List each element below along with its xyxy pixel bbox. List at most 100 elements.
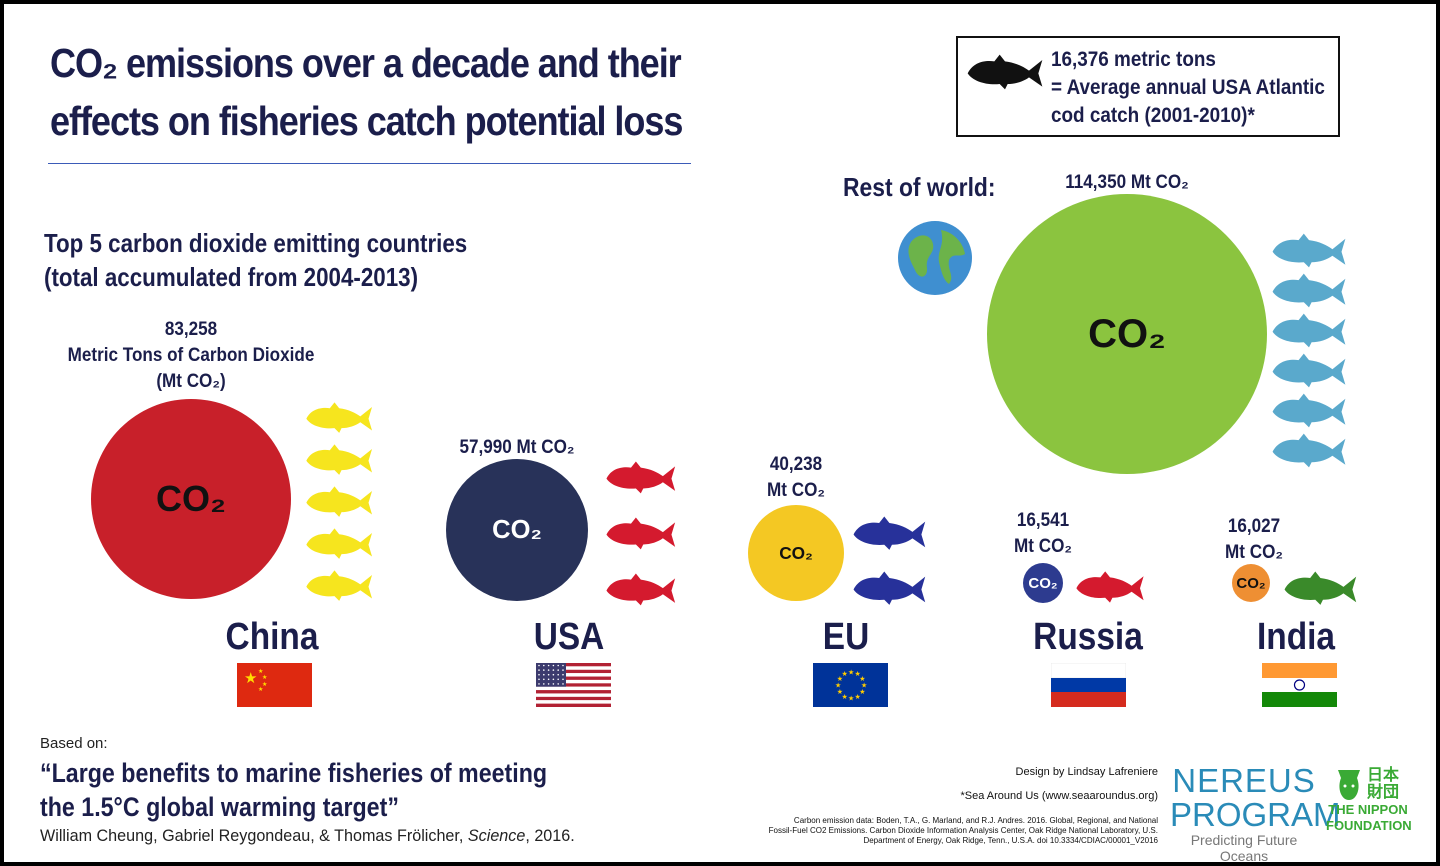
rest-of-world-circle: CO₂ — [987, 194, 1267, 474]
country-china: China — [225, 616, 319, 658]
russia-unit: Mt CO₂ — [1014, 536, 1072, 557]
rest-of-world-fish-icon — [1270, 231, 1348, 270]
russia-flag-icon — [1051, 663, 1126, 707]
svg-text:★: ★ — [861, 682, 867, 690]
subtitle-line-1: Top 5 carbon dioxide emitting countries — [44, 228, 468, 258]
svg-text:★: ★ — [258, 686, 263, 693]
nereus-tagline: Predicting Future Oceans — [1190, 832, 1298, 862]
eu-fish-icon — [851, 569, 928, 607]
svg-text:★: ★ — [258, 668, 263, 675]
legend-line-2: = Average annual USA Atlantic — [1051, 76, 1325, 99]
eu-fish-icon — [851, 514, 928, 552]
source-line-2: Fossil-Fuel CO2 Emissions. Carbon Dioxid… — [768, 826, 1158, 835]
usa-circle: CO₂ — [446, 459, 588, 601]
svg-text:★: ★ — [262, 681, 267, 688]
fish-icon — [964, 52, 1046, 92]
china-flag-icon: ★ ★★ ★★ — [237, 663, 312, 707]
india-value: 16,027 Mt CO₂ — [1225, 514, 1283, 566]
svg-text:★: ★ — [859, 675, 865, 683]
country-russia: Russia — [1033, 616, 1143, 658]
nereus-text: NEREUS — [1172, 762, 1316, 799]
rest-of-world-label: Rest of world: — [843, 172, 996, 202]
nippon-text-2: FOUNDATION — [1326, 818, 1412, 833]
india-fish-icon — [1282, 569, 1359, 607]
title-line-2: effects on fisheries catch potential los… — [50, 98, 683, 144]
based-on: Based on: — [40, 735, 108, 752]
svg-text:★: ★ — [842, 693, 848, 701]
paper-title: “Large benefits to marine fisheries of m… — [40, 756, 547, 824]
legend-line-1: 16,376 metric tons — [1051, 48, 1216, 71]
data-source: Carbon emission data: Boden, T.A., G. Ma… — [769, 816, 1158, 846]
svg-text:★: ★ — [848, 695, 854, 703]
paper-title-line-1: “Large benefits to marine fisheries of m… — [40, 758, 548, 788]
co2-label: CO₂ — [1088, 311, 1166, 356]
china-fish-icon — [304, 526, 374, 561]
divider — [48, 163, 691, 164]
title-line-1: CO₂ emissions over a decade and their — [50, 40, 682, 86]
co2-label: CO₂ — [492, 515, 542, 544]
co2-label: CO₂ — [1028, 574, 1058, 592]
rest-of-world-fish-icon — [1270, 391, 1348, 430]
svg-text:★: ★ — [835, 682, 841, 690]
paper-authors: William Cheung, Gabriel Reygondeau, & Th… — [40, 826, 575, 846]
india-value-number: 16,027 — [1227, 516, 1281, 537]
china-value: 83,258 Metric Tons of Carbon Dioxide (Mt… — [68, 317, 315, 395]
program-text: PROGRAM — [1170, 796, 1341, 833]
eu-value-number: 40,238 — [769, 454, 823, 475]
usa-fish-icon — [604, 515, 678, 552]
svg-text:★: ★ — [859, 688, 865, 696]
legend-line-3: cod catch (2001-2010)* — [1051, 104, 1255, 127]
china-value-number: 83,258 — [164, 319, 218, 340]
rest-of-world-value: 114,350 Mt CO₂ — [1065, 172, 1189, 193]
infographic: CO₂ emissions over a decade and their ef… — [4, 4, 1436, 862]
rest-of-world-fish-icon — [1270, 351, 1348, 390]
india-flag-icon — [1262, 663, 1337, 707]
subtitle-line-2: (total accumulated from 2004-2013) — [44, 262, 419, 292]
nippon-kanji: 日本財団 — [1366, 767, 1399, 801]
subtitle: Top 5 carbon dioxide emitting countries … — [44, 226, 467, 294]
nippon-foundation-logo: 日本財団 THE NIPPON FOUNDATION — [1326, 766, 1412, 834]
eu-circle: CO₂ — [748, 505, 844, 601]
china-circle: CO₂ — [91, 399, 291, 599]
svg-text:★: ★ — [244, 670, 257, 687]
rest-of-world-fish-icon — [1270, 431, 1348, 470]
china-fish-icon — [304, 568, 374, 603]
svg-text:★: ★ — [262, 674, 267, 681]
rest-of-world-fish-icon — [1270, 271, 1348, 310]
co2-label: CO₂ — [1236, 574, 1266, 592]
eu-value: 40,238 Mt CO₂ — [767, 452, 825, 504]
usa-value: 57,990 Mt CO₂ — [459, 437, 575, 458]
paper-title-line-2: the 1.5°C global warming target” — [40, 792, 399, 822]
russia-value-number: 16,541 — [1016, 510, 1070, 531]
source-line-1: Carbon emission data: Boden, T.A., G. Ma… — [793, 816, 1158, 825]
sea-around-us: *Sea Around Us (www.seaaroundus.org) — [960, 790, 1159, 802]
country-usa: USA — [533, 616, 605, 658]
authors: William Cheung, Gabriel Reygondeau, & Th… — [40, 826, 468, 845]
globe-icon — [898, 221, 972, 295]
usa-fish-icon — [604, 571, 678, 608]
co2-label: CO₂ — [156, 478, 226, 519]
rest-of-world-fish-icon — [1270, 311, 1348, 350]
svg-text:★: ★ — [837, 675, 843, 683]
svg-text:★: ★ — [855, 693, 861, 701]
country-india: India — [1256, 616, 1336, 658]
design-credit: Design by Lindsay Lafreniere — [1015, 766, 1158, 778]
china-fish-icon — [304, 400, 374, 435]
year: , 2016. — [525, 826, 575, 845]
country-eu: EU — [822, 616, 870, 658]
svg-text:★: ★ — [837, 688, 843, 696]
russia-value: 16,541 Mt CO₂ — [1014, 508, 1072, 560]
svg-text:★: ★ — [842, 670, 848, 678]
smiling-face-icon — [1338, 770, 1360, 800]
svg-text:★: ★ — [848, 669, 854, 677]
journal: Science — [467, 826, 526, 845]
india-circle: CO₂ — [1232, 564, 1270, 602]
india-unit: Mt CO₂ — [1225, 542, 1283, 563]
svg-text:★: ★ — [855, 670, 861, 678]
china-unit: (Mt CO₂) — [156, 371, 226, 392]
co2-label: CO₂ — [779, 542, 813, 563]
legend-box: 16,376 metric tons = Average annual USA … — [956, 36, 1340, 137]
nereus-logo: NEREUS PROGRAM Predicting Future Oceans — [1170, 762, 1341, 863]
usa-fish-icon — [604, 459, 678, 496]
eu-flag-icon: ★★★★★★★★★ ★ ★★ — [813, 663, 888, 707]
